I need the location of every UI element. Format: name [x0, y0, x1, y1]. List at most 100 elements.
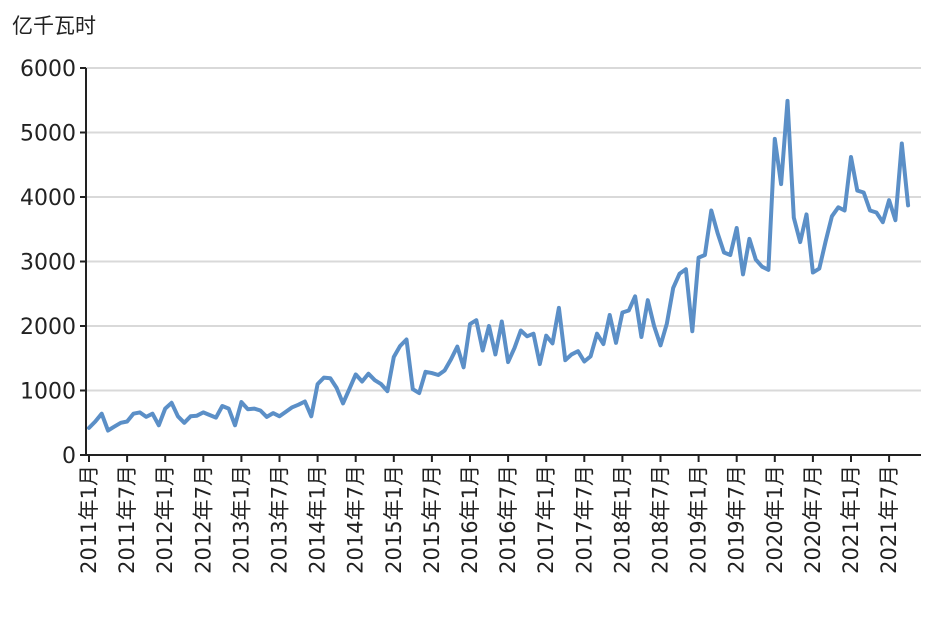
data-point	[145, 416, 147, 418]
x-tick-label: 2015年7月	[420, 465, 444, 574]
data-point	[139, 411, 141, 414]
series-points	[88, 100, 909, 432]
data-point	[215, 416, 217, 419]
data-point	[850, 156, 852, 158]
data-point	[443, 369, 446, 372]
data-point	[253, 407, 255, 410]
data-point	[94, 420, 97, 423]
data-point	[481, 349, 484, 352]
data-point	[475, 319, 478, 321]
x-tick-label: 2013年1月	[229, 465, 253, 574]
data-point	[164, 407, 166, 410]
data-point	[202, 411, 205, 414]
x-tick-label: 2019年1月	[687, 465, 711, 574]
data-point	[380, 383, 382, 385]
data-point	[507, 361, 509, 363]
y-tick-label: 2000	[20, 315, 76, 340]
data-point	[710, 209, 713, 212]
data-point	[469, 323, 471, 325]
x-tick-label: 2011年7月	[115, 465, 139, 574]
data-point	[221, 405, 224, 407]
data-point	[818, 267, 821, 270]
data-point	[119, 421, 122, 424]
data-point	[532, 332, 535, 335]
x-tick-label: 2018年1月	[610, 465, 634, 574]
data-point	[589, 355, 592, 358]
data-point	[812, 271, 814, 274]
x-tick-label: 2012年7月	[191, 465, 215, 574]
data-point	[297, 403, 300, 406]
data-point	[158, 424, 160, 427]
data-point	[234, 424, 236, 427]
data-point	[704, 254, 706, 256]
data-point	[310, 415, 313, 418]
data-point	[132, 412, 135, 415]
data-point	[799, 241, 801, 243]
y-unit-label: 亿千瓦时	[12, 14, 96, 38]
data-point	[304, 400, 306, 403]
series-line	[87, 98, 911, 433]
data-point	[539, 363, 541, 365]
data-point	[735, 227, 738, 229]
data-point	[100, 412, 103, 415]
data-point	[621, 311, 624, 314]
data-point	[361, 380, 363, 383]
data-point	[113, 425, 116, 428]
data-point	[596, 332, 598, 335]
data-point	[393, 356, 395, 358]
data-point	[278, 415, 281, 418]
data-point	[500, 320, 503, 323]
data-point	[551, 342, 554, 345]
data-point	[729, 254, 732, 256]
data-point	[742, 273, 744, 276]
data-point	[545, 334, 547, 337]
data-point	[678, 272, 681, 275]
x-tick-label: 2016年7月	[496, 465, 520, 574]
x-tick-label: 2021年7月	[877, 465, 901, 574]
data-point	[558, 307, 560, 309]
data-point	[888, 199, 890, 202]
x-tick-label: 2018年7月	[649, 465, 673, 574]
data-point	[647, 299, 649, 302]
data-point	[761, 265, 763, 268]
data-point	[653, 325, 655, 327]
data-point	[774, 138, 776, 140]
data-point	[348, 388, 351, 391]
data-point	[373, 379, 376, 381]
data-point	[634, 295, 636, 298]
data-point	[862, 191, 865, 194]
data-point	[386, 390, 389, 392]
data-point	[685, 268, 687, 271]
data-point	[227, 407, 230, 410]
x-tick-label: 2015年1月	[382, 465, 406, 574]
x-tick-label: 2012年1月	[153, 465, 177, 574]
data-point	[697, 256, 700, 259]
data-point	[424, 370, 427, 373]
data-point	[754, 258, 757, 261]
y-tick-label: 5000	[20, 122, 76, 147]
x-tick-label: 2019年7月	[725, 465, 749, 574]
data-point	[907, 204, 909, 207]
data-point	[450, 358, 452, 361]
data-point	[881, 221, 884, 223]
data-point	[843, 209, 846, 212]
data-point	[513, 347, 516, 349]
data-point	[329, 377, 332, 380]
data-point	[367, 372, 370, 375]
data-point	[805, 213, 808, 216]
data-point	[259, 409, 262, 412]
data-point	[189, 415, 192, 418]
y-axis-ticks: 0 1000 2000 3000 4000 5000 6000	[20, 57, 86, 469]
data-point	[608, 314, 611, 316]
data-point	[170, 401, 173, 404]
data-point	[418, 392, 421, 394]
x-tick-label: 2017年7月	[572, 465, 596, 574]
x-tick-label: 2011年1月	[77, 465, 101, 574]
data-point	[196, 414, 198, 417]
data-point	[399, 345, 401, 347]
data-point	[780, 183, 782, 185]
data-point	[342, 402, 344, 405]
data-point	[488, 325, 490, 327]
data-point	[786, 100, 789, 102]
